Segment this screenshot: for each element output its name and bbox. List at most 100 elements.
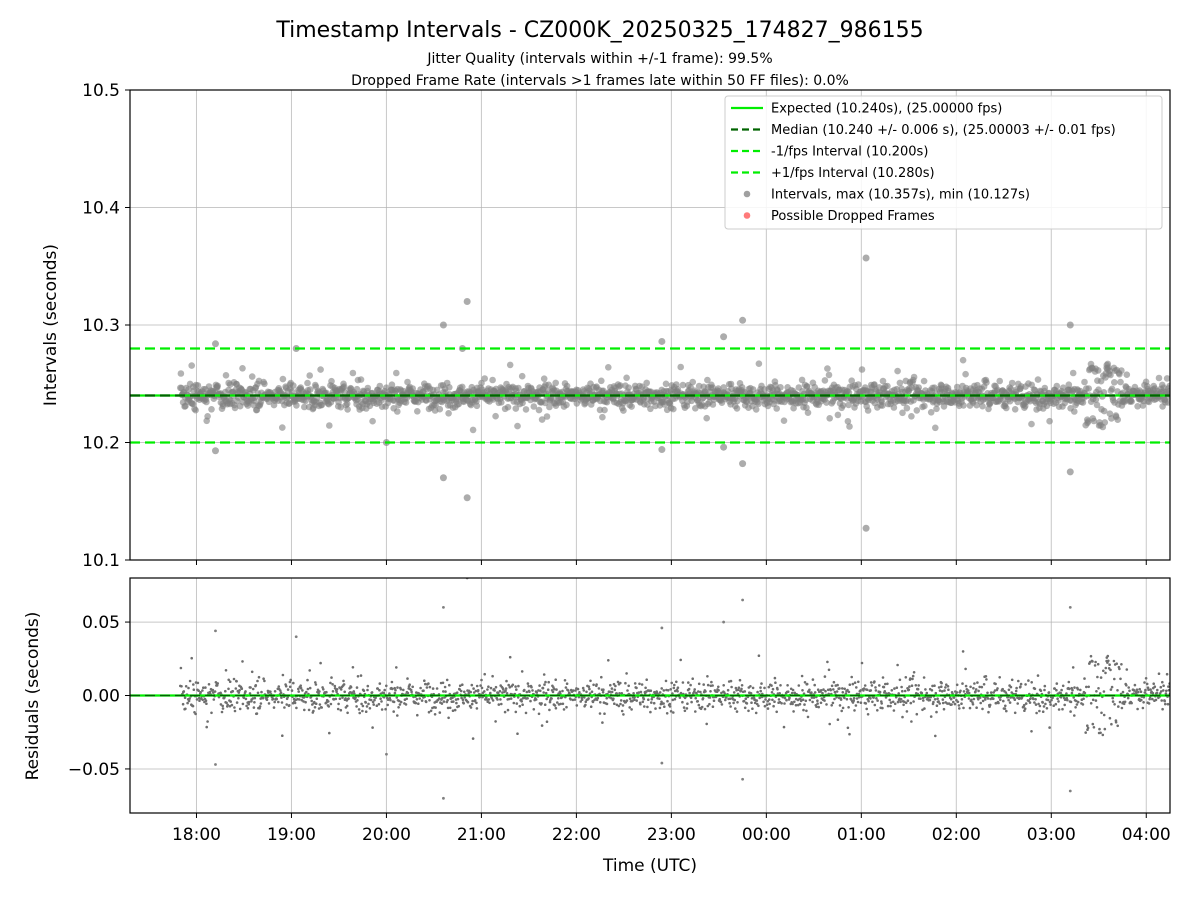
interval-point xyxy=(446,384,453,391)
residual-point xyxy=(955,691,959,694)
interval-point xyxy=(376,382,384,390)
residual-point xyxy=(1095,690,1098,693)
x-tick-label: 18:00 xyxy=(172,825,221,845)
residual-outlier-point xyxy=(722,620,726,624)
residual-point xyxy=(1027,679,1030,682)
residual-point xyxy=(511,683,515,687)
residual-point xyxy=(610,697,613,700)
residual-point xyxy=(579,700,582,703)
residual-point xyxy=(765,703,769,706)
residual-point xyxy=(841,691,845,694)
interval-point xyxy=(306,386,314,393)
residual-point xyxy=(841,706,845,710)
interval-point xyxy=(540,375,548,383)
residual-point xyxy=(763,704,767,708)
interval-point xyxy=(884,382,891,390)
residual-point xyxy=(207,683,211,686)
residual-point xyxy=(743,690,747,693)
residual-point xyxy=(860,661,864,665)
interval-point xyxy=(436,405,444,413)
residual-point xyxy=(701,697,705,700)
interval-point xyxy=(248,373,256,380)
residual-point xyxy=(1036,674,1040,677)
residual-point xyxy=(878,690,882,694)
residual-point xyxy=(811,678,815,681)
residual-point xyxy=(886,704,890,708)
residual-point xyxy=(1087,685,1090,689)
residual-point xyxy=(1034,703,1038,706)
residual-point xyxy=(906,699,910,702)
residual-point xyxy=(1073,686,1076,689)
residual-point xyxy=(1118,700,1122,704)
residual-point xyxy=(275,697,279,701)
residual-point xyxy=(182,690,186,693)
interval-point xyxy=(996,377,1003,385)
interval-point xyxy=(848,377,855,385)
interval-point xyxy=(603,398,611,406)
residual-point xyxy=(285,703,289,706)
residual-point xyxy=(273,690,277,693)
residual-point xyxy=(1162,684,1165,687)
residual-point xyxy=(612,682,616,686)
residual-point xyxy=(1039,689,1043,692)
interval-point xyxy=(1114,416,1121,424)
residual-point xyxy=(1028,701,1032,704)
residual-point xyxy=(783,696,787,700)
interval-point xyxy=(364,384,372,392)
residual-point xyxy=(546,688,550,691)
residual-point xyxy=(379,697,382,700)
residual-point xyxy=(186,701,189,705)
residual-point xyxy=(187,699,191,703)
residual-point xyxy=(277,700,280,704)
residual-point xyxy=(803,681,807,684)
residual-point xyxy=(1019,685,1022,688)
residual-point xyxy=(1139,690,1143,693)
residual-point xyxy=(635,699,638,702)
residual-point xyxy=(455,691,459,694)
residual-point xyxy=(732,691,736,694)
residual-point xyxy=(596,696,600,700)
residual-point xyxy=(198,699,201,702)
residual-point xyxy=(1111,696,1114,700)
residual-point xyxy=(298,698,301,701)
residual-point xyxy=(244,697,248,701)
residual-point xyxy=(616,680,620,684)
residual-point xyxy=(475,684,479,688)
residual-point xyxy=(895,686,899,689)
interval-outlier-point xyxy=(1066,468,1074,476)
residual-point xyxy=(364,710,368,713)
residual-point xyxy=(867,699,870,703)
residual-point xyxy=(843,696,846,700)
interval-point xyxy=(620,407,627,414)
residual-point xyxy=(517,684,520,688)
residual-point xyxy=(615,703,619,707)
residual-point xyxy=(1102,713,1106,717)
residual-point xyxy=(838,687,841,690)
residual-point xyxy=(352,690,356,693)
residual-point xyxy=(1099,731,1102,735)
residual-point xyxy=(180,685,183,688)
residual-point xyxy=(799,699,803,703)
residual-point xyxy=(201,689,204,692)
residual-point xyxy=(984,675,988,678)
interval-point xyxy=(337,403,345,411)
residual-point xyxy=(563,679,567,682)
residual-point xyxy=(619,699,623,702)
residual-point xyxy=(235,680,238,683)
residual-point xyxy=(1155,691,1159,695)
residual-point xyxy=(862,687,866,690)
residual-point xyxy=(455,701,458,705)
chart-subtitle-jitter: Jitter Quality (intervals within +/-1 fr… xyxy=(426,51,772,67)
residual-point xyxy=(1023,707,1027,710)
interval-point xyxy=(598,377,605,385)
residual-point xyxy=(915,712,919,716)
residual-point xyxy=(499,698,502,701)
residual-point xyxy=(280,696,283,699)
residual-point xyxy=(221,707,225,710)
residual-point xyxy=(670,681,673,685)
residual-point xyxy=(483,672,487,676)
interval-point xyxy=(543,413,551,420)
residual-point xyxy=(869,681,873,684)
residual-point xyxy=(764,698,767,701)
residual-outlier-point xyxy=(214,629,217,633)
